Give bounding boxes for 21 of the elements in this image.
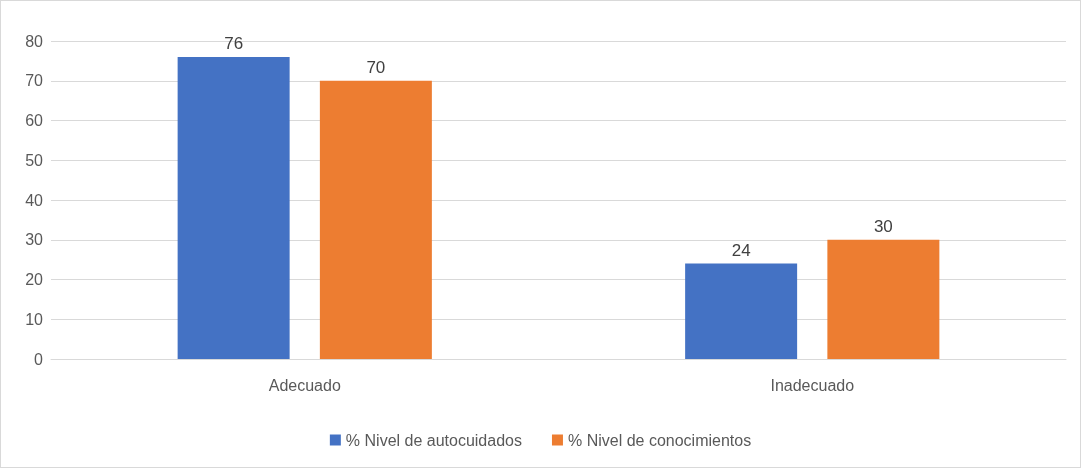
x-tick-label: Inadecuado: [770, 376, 855, 394]
bar: [177, 56, 290, 359]
y-tick-label: 80: [25, 32, 44, 50]
y-tick-label: 30: [25, 231, 44, 249]
data-label: 24: [731, 240, 751, 260]
x-tick-label: Adecuado: [268, 376, 341, 394]
y-tick-label: 60: [25, 112, 44, 129]
y-tick-label: 40: [25, 191, 44, 209]
y-tick-label: 20: [25, 271, 44, 288]
bar: [685, 263, 798, 359]
data-label: 70: [366, 57, 386, 77]
legend-label: % Nivel de autocuidados: [345, 431, 522, 449]
bar: [827, 239, 940, 359]
data-label: 30: [873, 216, 893, 236]
y-tick-label: 50: [25, 151, 44, 169]
y-tick-label: 70: [25, 72, 44, 90]
bar: [319, 80, 432, 359]
legend-label: % Nivel de conocimientos: [567, 431, 752, 449]
y-tick-label: 10: [25, 310, 44, 328]
y-tick-label: 0: [34, 350, 44, 368]
data-label: 76: [224, 33, 244, 53]
